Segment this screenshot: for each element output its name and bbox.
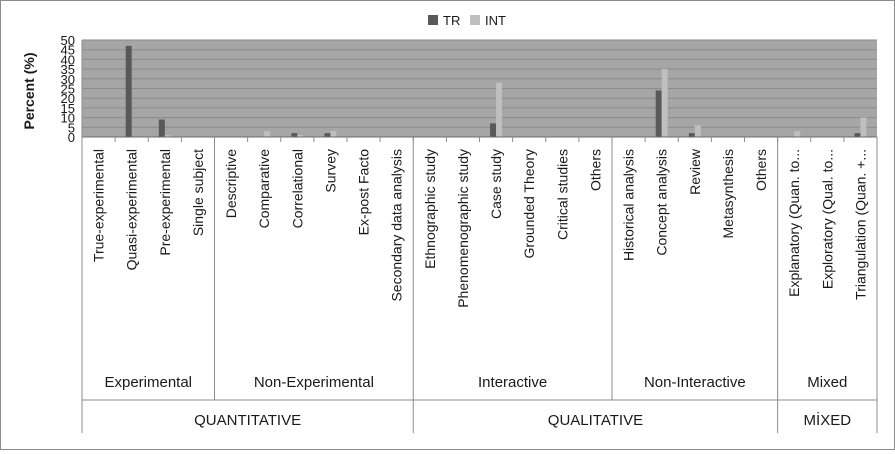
bar-tr xyxy=(854,133,861,137)
bar-int xyxy=(794,131,801,137)
y-tick-label: 35 xyxy=(61,62,75,77)
category-label: Exploratory (Qual. to... xyxy=(819,149,835,289)
category-label: Grounded Theory xyxy=(521,149,537,258)
y-axis-title: Percent (%) xyxy=(21,52,37,129)
category-label: Critical studies xyxy=(554,149,570,240)
legend-swatch-int xyxy=(470,15,480,25)
category-label: Ex-post Facto xyxy=(356,149,372,236)
category-label: Correlational xyxy=(289,149,305,228)
category-label: Comparative xyxy=(256,149,272,229)
category-label: Pre-experimental xyxy=(157,149,173,256)
y-tick-label: 15 xyxy=(61,101,75,116)
legend-label-int: INT xyxy=(485,13,506,28)
legend: TR INT xyxy=(428,13,506,28)
y-tick-label: 0 xyxy=(68,130,75,145)
category-label: Others xyxy=(587,149,603,191)
bar-int xyxy=(264,131,271,137)
category-label: Metasynthesis xyxy=(720,149,736,238)
subgroup-label: Mixed xyxy=(807,374,847,391)
category-label: Survey xyxy=(322,149,338,193)
bar-tr xyxy=(125,45,132,137)
y-tick-label: 5 xyxy=(68,120,75,135)
category-label: Triangulation (Quan. +... xyxy=(852,149,868,300)
bar-tr xyxy=(158,119,165,137)
bar-tr xyxy=(655,90,662,137)
subgroup-label: Non-Experimental xyxy=(254,374,374,391)
y-tick-label: 45 xyxy=(61,43,75,58)
category-label: Explanatory (Quan. to... xyxy=(786,149,802,297)
category-label: Secondary data analysis xyxy=(389,149,405,302)
bar-int xyxy=(661,69,668,137)
category-label: Concept analysis xyxy=(654,149,670,256)
bar-int xyxy=(496,82,503,137)
legend-swatch-tr xyxy=(428,15,438,25)
y-tick-label: 10 xyxy=(61,111,75,126)
group-label: QUANTITATIVE xyxy=(194,412,301,429)
y-tick-label: 50 xyxy=(61,33,75,48)
category-label: Others xyxy=(753,149,769,191)
category-label: Single subject xyxy=(190,149,206,236)
bar-int xyxy=(330,131,337,137)
category-label: Review xyxy=(687,148,703,195)
bar-tr xyxy=(490,123,497,137)
category-label: True-experimental xyxy=(91,149,107,262)
bar-tr xyxy=(688,133,695,137)
bar-int xyxy=(164,135,171,137)
y-tick-label: 30 xyxy=(61,72,75,87)
subgroup-label: Interactive xyxy=(478,374,547,391)
bar-tr xyxy=(291,133,298,137)
y-tick-label: 20 xyxy=(61,91,75,106)
y-tick-label: 25 xyxy=(61,82,75,97)
group-label: MİXED xyxy=(804,411,852,429)
category-label: Phenomenographic study xyxy=(455,149,471,308)
legend-label-tr: TR xyxy=(443,13,460,28)
bar-int xyxy=(297,135,304,137)
bar-int xyxy=(860,117,867,137)
category-label: Descriptive xyxy=(223,149,239,218)
subgroup-label: Experimental xyxy=(104,374,192,391)
category-label: Historical analysis xyxy=(621,149,637,261)
group-label: QUALITATIVE xyxy=(548,412,643,429)
category-label: Case study xyxy=(488,149,504,219)
y-tick-label: 40 xyxy=(61,52,75,67)
bar-tr xyxy=(324,133,331,137)
bar-int xyxy=(694,125,701,137)
category-label: Ethnographic study xyxy=(422,149,438,269)
subgroup-label: Non-Interactive xyxy=(644,374,746,391)
category-label: Quasi-experimental xyxy=(124,149,140,270)
